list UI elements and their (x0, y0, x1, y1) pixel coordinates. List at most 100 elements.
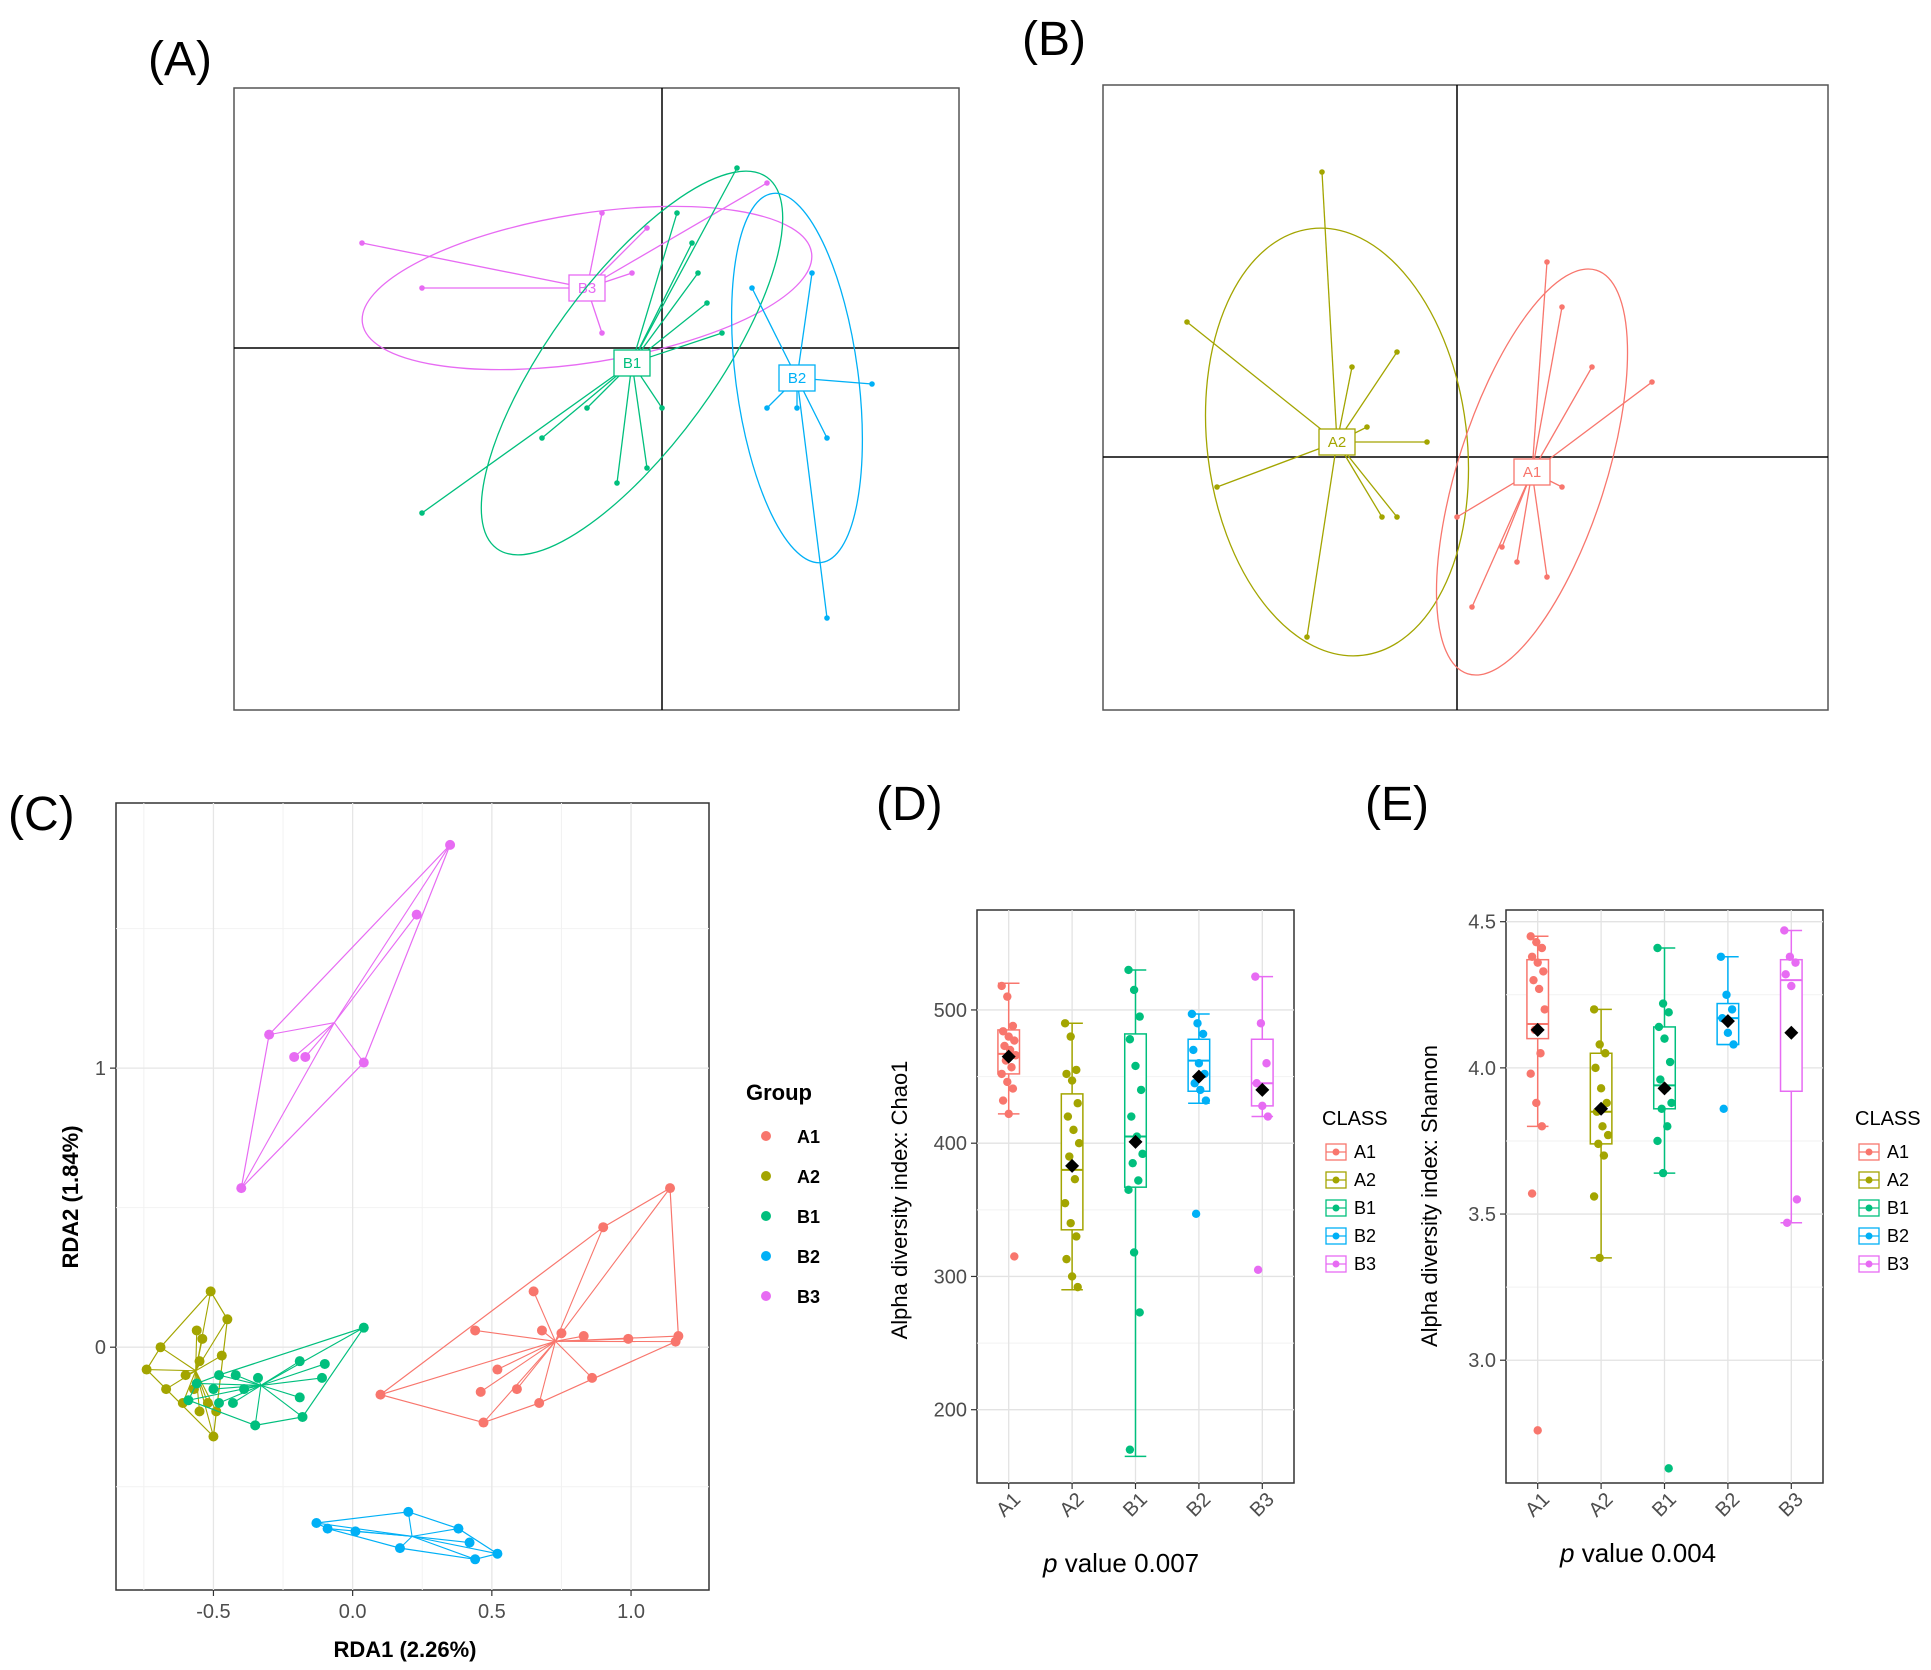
panel-b-point-A2 (1184, 319, 1190, 325)
panel-a-point-B1 (419, 510, 425, 516)
panel-d-point-A2 (1062, 1069, 1071, 1079)
panel-e-point-A2 (1599, 1151, 1609, 1160)
panel-d-mean-A2 (1065, 1158, 1080, 1173)
panel-d-point-A2 (1065, 1152, 1074, 1161)
panel-d-point-B3 (1256, 1019, 1266, 1028)
panel-a-spoke-B2 (796, 272, 813, 379)
panel-c-point-A2 (208, 1431, 219, 1442)
panel-c-point-A2 (161, 1384, 172, 1395)
panel-d-point-A2 (1067, 1272, 1077, 1281)
panel-c-x-label: RDA1 (2.26%) (333, 1637, 476, 1662)
panel-e-point-A2 (1603, 1130, 1613, 1140)
panel-c-y-label: RDA2 (1.84%) (58, 1125, 83, 1268)
panel-b-point-A2 (1394, 514, 1400, 520)
panel-b-frame (1102, 84, 1829, 711)
panel-d-point-A2 (1060, 1198, 1070, 1208)
panel-c: -0.5 0.0 0.5 1.0 0 1 RDA1 (2.26%) RDA2 (1.84%… (58, 802, 820, 1662)
panel-e-x-tick-label: A2 (1585, 1489, 1618, 1522)
panel-e-point-A2 (1602, 1098, 1611, 1108)
panel-c-spoke-A1 (538, 1341, 556, 1404)
panel-c-spoke-A1 (555, 1335, 679, 1342)
panel-e-legend-title: CLASS (1855, 1108, 1921, 1130)
panel-a-spoke-B1 (421, 362, 633, 514)
panel-c-point-A2 (194, 1356, 205, 1367)
panel-c-point-A1 (534, 1398, 545, 1409)
panel-d-mean-B3 (1255, 1082, 1270, 1097)
panel-c-point-A1 (470, 1325, 481, 1336)
panel-c-spoke-A1 (380, 1340, 556, 1396)
panel-d-legend-label-B2: B2 (1354, 1226, 1376, 1246)
legend-key-B2 (761, 1251, 771, 1261)
panel-c-spoke-A1 (554, 1340, 593, 1379)
panel-a-point-B3 (599, 210, 605, 216)
panel-b-point-A1 (1514, 559, 1520, 565)
panel-d-x-tick-label: B2 (1182, 1489, 1215, 1522)
panel-d-y-tick-label: 200 (934, 1400, 967, 1422)
panel-e-point-A1 (1537, 943, 1547, 953)
panel-c-point-B1 (250, 1420, 261, 1431)
panel-d-y-tick-label: 500 (934, 1000, 967, 1022)
panel-e-point-A1 (1540, 1005, 1549, 1014)
panel-c-point-A1 (375, 1389, 386, 1400)
panel-d-mean-B1 (1128, 1134, 1143, 1149)
panel-c-point-A2 (155, 1342, 166, 1353)
panel-a-ellipse-B2 (730, 192, 864, 564)
panel-c-spoke-B1 (218, 1374, 262, 1386)
panel-d-point-B1 (1129, 985, 1139, 995)
panel-c-spoke-B1 (218, 1384, 262, 1404)
panel-c-frame (115, 802, 710, 1591)
panel-c-point-B2 (464, 1537, 475, 1548)
panel-c-spoke-B1 (260, 1384, 300, 1398)
panel-b-point-A2 (1424, 439, 1430, 445)
panel-a-ellipse-B3 (361, 205, 813, 371)
panel-c-point-B1 (239, 1384, 250, 1395)
panel-e-point-B3 (1792, 1195, 1802, 1204)
panel-b-point-A1 (1469, 604, 1475, 610)
panel-d-y-tick-label: 300 (934, 1266, 967, 1288)
panel-e-point-B2 (1722, 990, 1731, 999)
panel-e-point-B1 (1667, 1098, 1676, 1108)
panel-c-spoke-A2 (195, 1370, 209, 1404)
panel-e-point-A1 (1527, 952, 1537, 961)
panel-b-centroid-label-A1: A1 (1523, 464, 1541, 481)
panel-c-point-A2 (216, 1350, 227, 1361)
panel-c-point-A1 (578, 1331, 589, 1342)
panel-e-point-A2 (1601, 1049, 1610, 1058)
panel-b-spoke-A2 (1336, 351, 1398, 443)
panel-d-box-B1 (1123, 1033, 1148, 1188)
panel-c-point-A2 (205, 1286, 216, 1297)
panel-a-point-B1 (689, 240, 695, 246)
panel-c-spoke-B3 (240, 1022, 335, 1189)
panel-c-spoke-B2 (411, 1535, 476, 1560)
panel-c-spoke-B1 (260, 1384, 303, 1418)
panel-e-point-B1 (1653, 1136, 1662, 1146)
panel-d-point-A1 (1003, 992, 1012, 1001)
panel-a-point-B2 (764, 405, 770, 411)
panel-c-spoke-A2 (165, 1370, 196, 1390)
panel-d-point-A2 (1060, 1019, 1070, 1028)
panel-c-point-B3 (264, 1029, 275, 1040)
panel-e-point-B1 (1664, 1008, 1673, 1017)
panel-e-point-A1 (1534, 984, 1544, 994)
panel-e-x-tick-label: B3 (1775, 1489, 1808, 1522)
panel-e-p-value: p value 0.004 (1559, 1538, 1716, 1568)
panel-b: A2 A1 (1102, 84, 1829, 711)
panel-e-point-B2 (1729, 1040, 1738, 1049)
panel-d-mean-A1 (1001, 1049, 1016, 1064)
panel-c-point-B2 (470, 1554, 481, 1565)
panel-d-point-B1 (1136, 1085, 1146, 1095)
panel-a-point-B2 (869, 381, 875, 387)
panel-d-point-B1 (1138, 1149, 1147, 1159)
panel-b-spoke-A1 (1531, 381, 1653, 473)
panel-c-point-B1 (297, 1411, 308, 1422)
panel-d-legend-title: CLASS (1322, 1108, 1388, 1130)
panel-e-point-A2 (1596, 1084, 1606, 1093)
panel-d-point-B1 (1125, 1445, 1135, 1454)
panel-b-spoke-A1 (1531, 261, 1548, 473)
panel-b-ellipse-A2 (1204, 227, 1470, 657)
panel-c-spoke-A1 (475, 1329, 556, 1342)
panel-label-c: (C) (8, 788, 75, 841)
panel-d-point-B3 (1258, 1101, 1267, 1111)
panel-e-mean-A1 (1530, 1022, 1545, 1037)
panel-c-point-A2 (202, 1398, 213, 1409)
